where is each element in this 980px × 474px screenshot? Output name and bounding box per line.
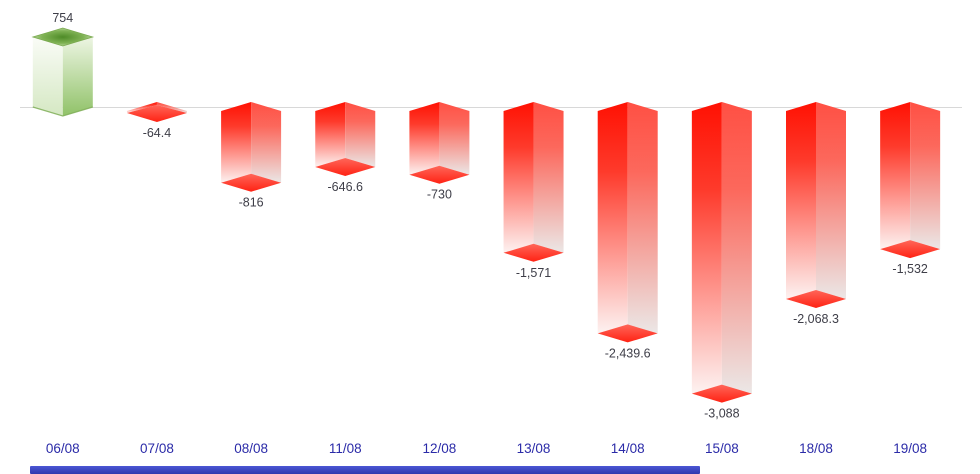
value-label: -3,088 <box>704 407 739 421</box>
bar-13-08[interactable]: -1,571 <box>503 102 564 280</box>
category-label: 15/08 <box>705 441 739 456</box>
category-label: 13/08 <box>517 441 551 456</box>
bar-face-right <box>345 102 376 168</box>
value-label: -1,571 <box>516 266 551 280</box>
bar-bottom-diamond <box>786 289 846 308</box>
bar-face-right <box>156 102 187 113</box>
bar-base-edge <box>32 106 93 117</box>
bar-face-right <box>533 102 564 253</box>
bar-face-left <box>786 102 816 299</box>
bar-face-left <box>221 102 252 183</box>
bar-face-right <box>721 102 752 394</box>
bar-face-left <box>880 102 911 250</box>
bar-face-left <box>32 37 63 116</box>
bar-bottom-diamond <box>126 105 187 122</box>
bar-top-cap <box>31 27 95 47</box>
bar-12-08[interactable]: -730 <box>409 102 470 202</box>
category-label: 12/08 <box>423 441 457 456</box>
bar-face-right <box>439 102 470 175</box>
bar-face-left <box>597 102 628 334</box>
bar-face-right <box>62 37 93 116</box>
chart-scrollbar[interactable] <box>30 466 700 474</box>
category-label: 08/08 <box>234 441 268 456</box>
value-label: -2,439.6 <box>605 346 651 360</box>
bar-11-08[interactable]: -646.6 <box>315 102 376 194</box>
bar-bottom-diamond <box>691 384 752 403</box>
bar-bottom-diamond <box>409 165 470 184</box>
bar-bottom-diamond <box>503 243 564 262</box>
value-label: -64.4 <box>143 126 172 140</box>
value-label: -730 <box>427 188 452 202</box>
bar-face-right <box>627 102 658 334</box>
category-label: 18/08 <box>799 441 833 456</box>
bar-19-08[interactable]: -1,532 <box>880 102 941 276</box>
category-label: 06/08 <box>46 441 80 456</box>
bar-face-right <box>816 102 846 299</box>
bar-bottom-diamond <box>315 158 376 177</box>
bar-face-left <box>691 102 722 394</box>
bar-07-08[interactable]: -64.4 <box>126 102 187 140</box>
bar-bottom-diamond <box>221 173 282 192</box>
bar-06-08[interactable]: 754 <box>31 11 95 117</box>
bar-face-left <box>409 102 440 175</box>
bar-face-left <box>503 102 534 253</box>
category-label: 19/08 <box>893 441 927 456</box>
value-label: 754 <box>52 11 73 25</box>
value-label: -1,532 <box>892 262 927 276</box>
bar-face-right <box>251 102 282 183</box>
bar-face-right <box>910 102 941 250</box>
value-label: -2,068.3 <box>793 312 839 326</box>
bar-bottom-diamond <box>597 324 658 343</box>
category-label: 14/08 <box>611 441 645 456</box>
value-label: -646.6 <box>328 180 363 194</box>
category-label: 11/08 <box>329 441 362 456</box>
bar-bottom-diamond <box>880 240 941 259</box>
category-label: 07/08 <box>140 441 174 456</box>
bar-face-left <box>126 102 157 113</box>
bar-14-08[interactable]: -2,439.6 <box>597 102 658 360</box>
bar-18-08[interactable]: -2,068.3 <box>786 102 846 326</box>
bar-08-08[interactable]: -816 <box>221 102 282 210</box>
bar-15-08[interactable]: -3,088 <box>691 102 752 421</box>
bar-face-left <box>315 102 346 168</box>
value-label: -816 <box>239 196 264 210</box>
